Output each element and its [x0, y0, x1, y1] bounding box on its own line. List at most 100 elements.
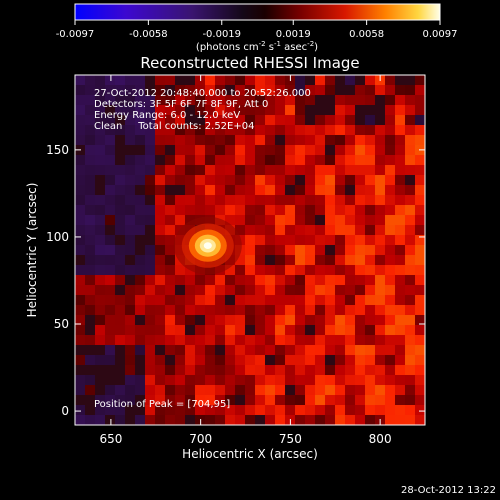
heatmap-cell	[125, 225, 136, 236]
heatmap-cell	[125, 115, 136, 126]
heatmap-cell	[215, 185, 226, 196]
y-tick-label: 150	[46, 143, 69, 157]
heatmap-cell	[215, 125, 226, 136]
heatmap-cell	[155, 315, 166, 326]
heatmap-cell	[175, 415, 186, 425]
heatmap-cell	[115, 295, 126, 306]
heatmap-cell	[395, 365, 406, 376]
heatmap-cell	[215, 105, 226, 116]
heatmap-cell	[315, 315, 326, 326]
heatmap-cell	[415, 365, 425, 376]
heatmap-cell	[345, 95, 356, 106]
heatmap-cell	[85, 385, 96, 396]
heatmap-cell	[235, 255, 246, 266]
heatmap-cell	[415, 245, 425, 256]
heatmap-cell	[165, 265, 176, 276]
heatmap-cell	[155, 215, 166, 226]
heatmap-cell	[285, 205, 296, 216]
heatmap-cell	[85, 265, 96, 276]
heatmap-cell	[75, 195, 86, 206]
heatmap-cell	[75, 245, 86, 256]
heatmap-cell	[315, 105, 326, 116]
x-tick-label: 700	[189, 432, 212, 446]
heatmap-cell	[395, 165, 406, 176]
heatmap-cell	[385, 215, 396, 226]
heatmap-cell	[125, 335, 136, 346]
heatmap-cell	[85, 255, 96, 266]
heatmap-cell	[145, 145, 156, 156]
heatmap-cell	[325, 225, 336, 236]
heatmap-cell	[125, 265, 136, 276]
heatmap-cell	[205, 365, 216, 376]
heatmap-cell	[335, 405, 346, 416]
heatmap-cell	[255, 315, 266, 326]
colorbar-tick-label: 0.0058	[349, 29, 384, 40]
heatmap-cell	[135, 345, 146, 356]
heatmap-cell	[95, 205, 106, 216]
heatmap-cell	[345, 345, 356, 356]
heatmap-cell	[285, 365, 296, 376]
heatmap-cell	[395, 295, 406, 306]
heatmap-cell	[285, 215, 296, 226]
heatmap-cell	[255, 185, 266, 196]
heatmap-cell	[135, 325, 146, 336]
heatmap-cell	[415, 95, 425, 106]
heatmap-cell	[275, 295, 286, 306]
heatmap-cell	[405, 145, 416, 156]
heatmap-cell	[255, 175, 266, 186]
heatmap-cell	[345, 325, 356, 336]
heatmap-cell	[175, 355, 186, 366]
heatmap-cell	[395, 235, 406, 246]
heatmap-cell	[255, 355, 266, 366]
heatmap-cell	[235, 415, 246, 425]
heatmap-cell	[345, 365, 356, 376]
heatmap-cell	[235, 275, 246, 286]
heatmap-cell	[395, 345, 406, 356]
heatmap-cell	[285, 265, 296, 276]
heatmap-cell	[185, 195, 196, 206]
heatmap-cell	[385, 225, 396, 236]
heatmap-cell	[185, 135, 196, 146]
heatmap-cell	[245, 315, 256, 326]
heatmap-cell	[165, 195, 176, 206]
heatmap-cell	[315, 245, 326, 256]
heatmap-cell	[255, 155, 266, 166]
heatmap-cell	[285, 165, 296, 176]
heatmap-cell	[165, 175, 176, 186]
heatmap-cell	[245, 325, 256, 336]
heatmap-cell	[115, 95, 126, 106]
heatmap-cell	[365, 405, 376, 416]
heatmap-cell	[215, 325, 226, 336]
heatmap-cell	[355, 375, 366, 386]
heatmap-cell	[355, 255, 366, 266]
heatmap-cell	[235, 325, 246, 336]
heatmap-cell	[325, 395, 336, 406]
heatmap-cell	[95, 165, 106, 176]
footer-timestamp: 28-Oct-2012 13:22	[401, 485, 496, 496]
heatmap-cell	[195, 145, 206, 156]
heatmap-cell	[365, 95, 376, 106]
heatmap-cell	[165, 305, 176, 316]
heatmap-cell	[255, 375, 266, 386]
heatmap-cell	[295, 415, 306, 425]
heatmap-cell	[395, 215, 406, 226]
heatmap-cell	[235, 405, 246, 416]
heatmap-cell	[175, 365, 186, 376]
heatmap-cell	[335, 365, 346, 376]
heatmap-cell	[225, 385, 236, 396]
heatmap-cell	[355, 325, 366, 336]
heatmap-cell	[215, 395, 226, 406]
heatmap-cell	[195, 115, 206, 126]
heatmap-cell	[385, 365, 396, 376]
heatmap-cell	[405, 325, 416, 336]
heatmap-cell	[305, 285, 316, 296]
heatmap-cell	[345, 135, 356, 146]
heatmap-cell	[295, 295, 306, 306]
heatmap-cell	[135, 85, 146, 96]
heatmap-cell	[335, 95, 346, 106]
heatmap-cell	[75, 395, 86, 406]
heatmap-cell	[85, 105, 96, 116]
heatmap-cell	[205, 95, 216, 106]
heatmap-cell	[145, 395, 156, 406]
heatmap-cell	[365, 285, 376, 296]
